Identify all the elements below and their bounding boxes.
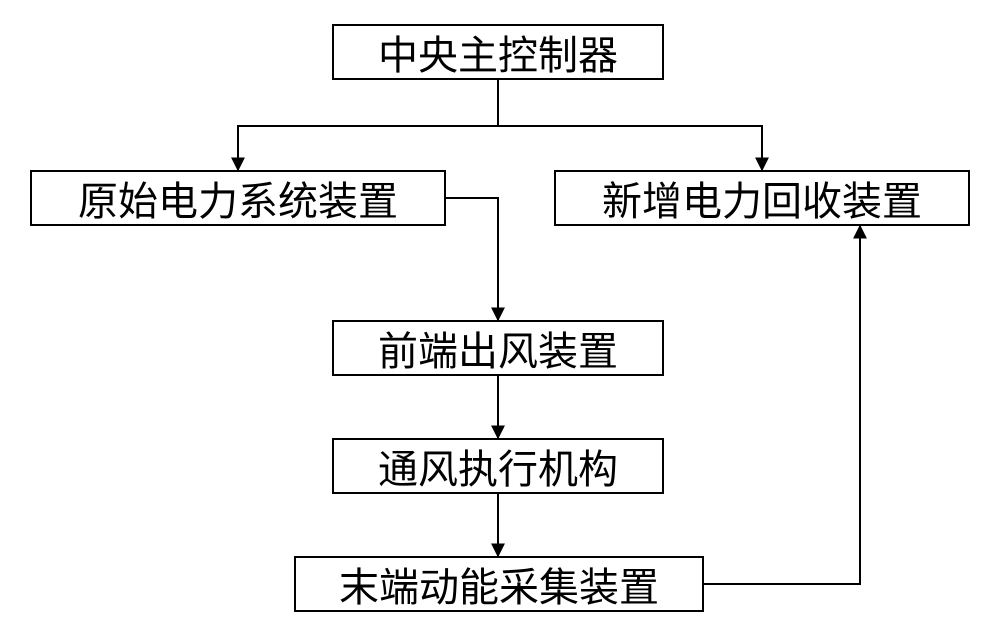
edge-top-to-right [498, 80, 762, 170]
node-label: 原始电力系统装置 [78, 169, 398, 227]
node-label: 末端动能采集装置 [339, 555, 659, 613]
node-original-power-system: 原始电力系统装置 [30, 170, 446, 226]
node-central-controller: 中央主控制器 [332, 24, 664, 80]
edge-top-to-left [238, 80, 498, 170]
node-label: 通风执行机构 [378, 437, 618, 495]
connector-layer [0, 0, 1000, 633]
node-new-power-recovery: 新增电力回收装置 [554, 170, 970, 226]
node-label: 前端出风装置 [378, 319, 618, 377]
node-ventilation-actuator: 通风执行机构 [332, 438, 664, 494]
node-terminal-kinetic-collector: 末端动能采集装置 [294, 556, 704, 612]
edge-bottom-to-right-feedback [704, 226, 860, 584]
node-front-air-outlet: 前端出风装置 [332, 320, 664, 376]
node-label: 新增电力回收装置 [602, 169, 922, 227]
node-label: 中央主控制器 [378, 23, 618, 81]
edge-left-to-mid1 [446, 198, 498, 320]
